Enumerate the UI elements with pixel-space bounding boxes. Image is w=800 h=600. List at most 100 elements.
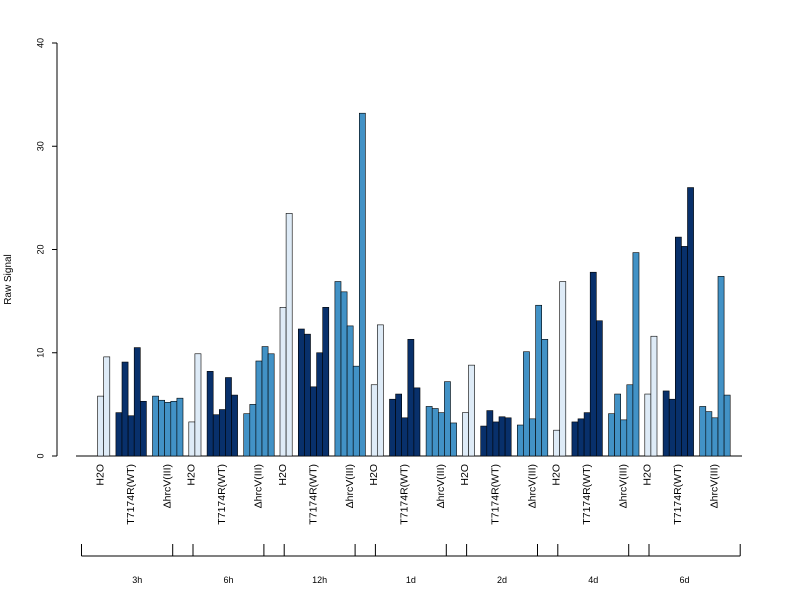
bar-2d-t7174r-wt [480,425,488,457]
bar-4d-t7174r-wt [595,320,603,457]
condition-label: T7174R(WT) [216,464,228,525]
bar-1d-t7174r-wt [413,387,421,457]
bar-4d-hrcv-iii [614,393,621,457]
bar-3h-t7174r-wt [140,400,147,457]
condition-label: T7174R(WT) [307,464,319,525]
bar-12h-hrcv-iii [334,281,342,457]
bar-6d-hrcv-iii [711,417,719,457]
bar-12h-t7174r-wt [316,352,324,457]
bar-12h-h2o [279,307,287,457]
bar-4d-t7174r-wt [589,271,597,457]
bar-6d-hrcv-iii [717,276,725,457]
bar-1d-t7174r-wt [401,417,409,457]
bar-1d-hrcv-iii [437,412,445,457]
bar-6h-hrcv-iii [267,353,275,457]
bar-3h-hrcv-iii [158,399,166,457]
bar-4d-t7174r-wt [583,412,591,457]
bar-2d-hrcv-iii [541,339,549,457]
bar-2d-t7174r-wt [498,416,506,457]
bar-4d-hrcv-iii [608,413,615,457]
condition-label: ΔhrcV(III) [435,464,447,508]
bar-1d-hrcv-iii [444,381,451,457]
condition-label: ΔhrcV(III) [618,464,630,508]
bar-1d-h2o [376,324,384,457]
bar-6d-t7174r-wt [662,390,670,457]
bar-1d-t7174r-wt [407,339,415,457]
time-label: 6h [223,575,233,585]
bar-3h-hrcv-iii [164,402,172,457]
condition-labels: H2O T7174R(WT) ΔhrcV(III) H2O T7174R(WT) Δhrc… [94,464,720,525]
bar-12h-t7174r-wt [322,307,330,457]
y-tick-label: 0 [35,453,45,458]
bar-2d-hrcv-iii [523,351,530,457]
bar-4d-h2o [553,429,560,457]
bar-1d-hrcv-iii [431,408,439,457]
condition-label: ΔhrcV(III) [162,464,174,508]
y-tick-label: 20 [35,244,45,254]
time-label: 2d [497,575,507,585]
condition-label: H2O [277,464,289,486]
y-tick-label: 30 [35,141,45,151]
y-axis: 0 10 20 30 40 [35,38,58,459]
bar-6d-t7174r-wt [681,246,688,457]
bar-12h-hrcv-iii [340,291,348,457]
bar-6h-t7174r-wt [225,377,232,457]
bar-2d-h2o [468,364,475,457]
bar-12h-t7174r-wt [304,333,311,457]
bar-2d-hrcv-iii [516,424,524,457]
bar-3h-t7174r-wt [127,415,135,457]
bar-3h-t7174r-wt [115,412,123,457]
bar-6d-hrcv-iii [723,394,731,457]
bar-12h-hrcv-iii [346,325,354,457]
bar-3h-t7174r-wt [133,347,141,457]
condition-label: ΔhrcV(III) [709,464,721,508]
bar-1d-t7174r-wt [389,398,396,457]
bar-6d-hrcv-iii [699,406,707,457]
bar-4d-h2o [559,281,567,457]
condition-label: ΔhrcV(III) [253,464,265,508]
bar-2d-hrcv-iii [529,418,536,457]
condition-label: H2O [368,464,380,486]
time-label: 6d [679,575,689,585]
bar-1d-t7174r-wt [395,393,403,457]
bar-3h-hrcv-iii [170,400,178,457]
bar-2d-t7174r-wt [486,410,494,457]
bar-6h-hrcv-iii [261,346,269,457]
time-label: 4d [588,575,598,585]
bar-6h-h2o [194,353,202,457]
bar-12h-hrcv-iii [358,112,366,457]
bar-6h-t7174r-wt [206,371,214,457]
y-tick-label: 10 [35,348,45,358]
time-label: 12h [312,575,327,585]
bar-3h-h2o [97,395,104,457]
time-brackets: 3h 6h 12h 1d 2d 4d 6d [81,544,741,585]
condition-label: ΔhrcV(III) [526,464,538,508]
condition-label: H2O [459,464,471,486]
bar-3h-t7174r-wt [121,361,129,457]
bar-6h-hrcv-iii [243,413,251,457]
bar-12h-hrcv-iii [352,365,360,457]
condition-label: T7174R(WT) [672,464,684,525]
bar-12h-t7174r-wt [297,328,305,457]
bar-6d-t7174r-wt [668,398,676,457]
bar-6h-h2o [188,421,196,457]
y-axis-label: Raw Signal [3,254,14,305]
bar-4d-hrcv-iii [626,384,634,457]
bar-12h-h2o [285,213,293,457]
bar-1d-h2o [370,384,378,457]
condition-label: T7174R(WT) [125,464,137,525]
bar-3h-hrcv-iii [152,395,159,457]
condition-label: T7174R(WT) [399,464,411,525]
bar-12h-t7174r-wt [310,386,317,457]
y-tick-label: 40 [35,38,45,48]
bar-2d-t7174r-wt [492,421,500,457]
condition-label: H2O [642,464,654,486]
bar-6h-hrcv-iii [255,360,263,457]
bar-2d-t7174r-wt [504,417,512,457]
condition-label: H2O [186,464,198,486]
bar-6h-t7174r-wt [219,409,226,457]
bar-6d-t7174r-wt [674,236,682,457]
time-label: 3h [132,575,142,585]
bar-6h-t7174r-wt [212,414,220,457]
